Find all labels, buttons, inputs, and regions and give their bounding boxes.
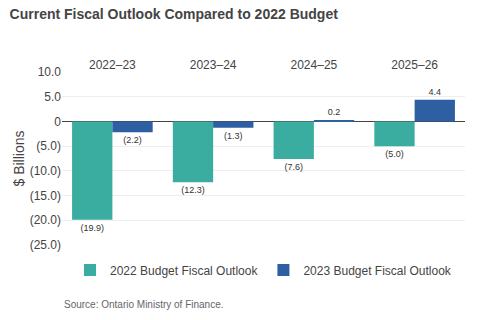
- svg-text:Current Fiscal Outlook Compare: Current Fiscal Outlook Compared to 2022 …: [10, 6, 339, 22]
- svg-text:2023 Budget Fiscal Outlook: 2023 Budget Fiscal Outlook: [303, 264, 451, 278]
- svg-text:0.2: 0.2: [328, 107, 341, 117]
- svg-text:(12.3): (12.3): [181, 185, 205, 195]
- svg-text:(7.6): (7.6): [284, 162, 303, 172]
- svg-text:2022 Budget Fiscal Outlook: 2022 Budget Fiscal Outlook: [110, 264, 258, 278]
- svg-text:$ Billions: $ Billions: [11, 130, 27, 186]
- svg-text:(15.0): (15.0): [30, 189, 61, 203]
- svg-text:(5.0): (5.0): [36, 139, 61, 153]
- svg-text:(10.0): (10.0): [30, 164, 61, 178]
- svg-text:2025–26: 2025–26: [391, 58, 438, 72]
- svg-text:(20.0): (20.0): [30, 213, 61, 227]
- svg-text:2022–23: 2022–23: [89, 58, 136, 72]
- svg-text:10.0: 10.0: [38, 65, 62, 79]
- svg-text:2023–24: 2023–24: [190, 58, 237, 72]
- svg-text:(5.0): (5.0): [385, 149, 404, 159]
- svg-text:(2.2): (2.2): [123, 135, 142, 145]
- svg-text:(19.9): (19.9): [80, 223, 104, 233]
- svg-text:(1.3): (1.3): [224, 131, 243, 141]
- svg-text:4.4: 4.4: [429, 87, 442, 97]
- svg-text:5.0: 5.0: [44, 90, 61, 104]
- svg-text:2024–25: 2024–25: [291, 58, 338, 72]
- svg-text:0: 0: [54, 115, 61, 129]
- svg-text:(25.0): (25.0): [30, 238, 61, 252]
- svg-text:Source: Ontario Ministry of Fi: Source: Ontario Ministry of Finance.: [64, 299, 224, 310]
